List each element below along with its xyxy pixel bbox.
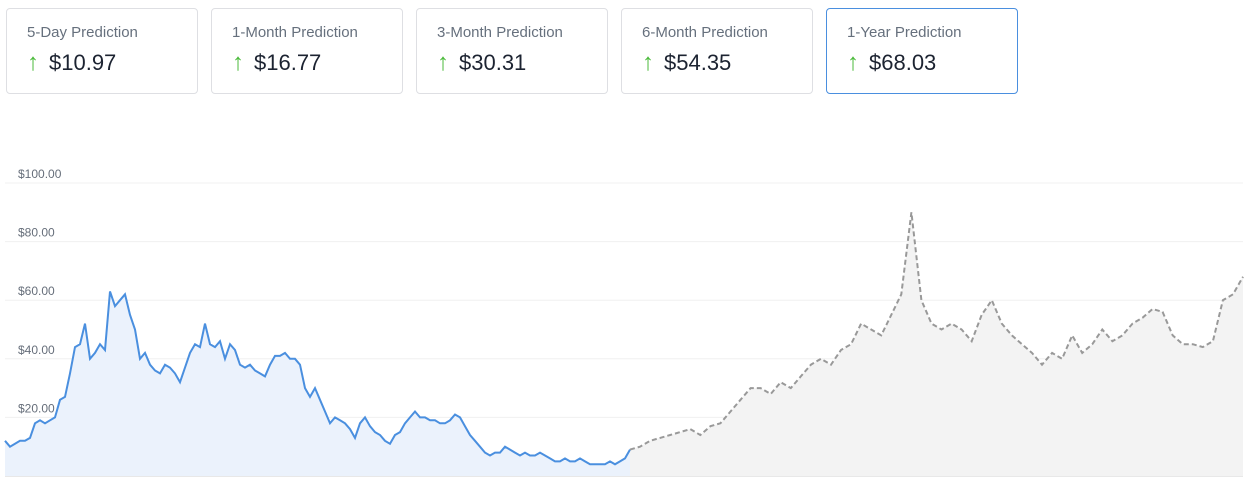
card-label: 3-Month Prediction bbox=[437, 24, 563, 41]
card-label: 6-Month Prediction bbox=[642, 24, 768, 41]
historical-area bbox=[5, 291, 630, 476]
y-tick-label: $40.00 bbox=[18, 343, 55, 357]
price-chart: $0.00$20.00$40.00$60.00$80.00$100.00 bbox=[4, 167, 1244, 477]
card-value: $54.35 bbox=[664, 50, 732, 75]
historical-line bbox=[4, 291, 631, 466]
prediction-card[interactable]: 1-Year Prediction ↑ $68.03 bbox=[826, 8, 1018, 94]
forecast-area bbox=[630, 212, 1243, 477]
card-value: $68.03 bbox=[869, 50, 937, 75]
y-tick-label: $80.00 bbox=[18, 226, 55, 240]
prediction-card[interactable]: 3-Month Prediction ↑ $30.31 bbox=[416, 8, 608, 94]
card-value: $10.97 bbox=[49, 50, 117, 75]
prediction-cards: 5-Day Prediction ↑ $10.97 1-Month Predicti… bbox=[6, 8, 1018, 94]
prediction-card[interactable]: 6-Month Prediction ↑ $54.35 bbox=[621, 8, 813, 94]
card-label: 1-Month Prediction bbox=[232, 24, 358, 41]
prediction-card[interactable]: 5-Day Prediction ↑ $10.97 bbox=[6, 8, 198, 94]
arrow-up-icon: ↑ bbox=[232, 49, 244, 76]
y-tick-label: $100.00 bbox=[18, 167, 62, 181]
card-label: 1-Year Prediction bbox=[847, 24, 962, 41]
y-tick-label: $60.00 bbox=[18, 284, 55, 298]
arrow-up-icon: ↑ bbox=[642, 49, 654, 76]
arrow-up-icon: ↑ bbox=[847, 49, 859, 76]
y-tick-label: $20.00 bbox=[18, 401, 55, 415]
arrow-up-icon: ↑ bbox=[437, 49, 449, 76]
card-value: $30.31 bbox=[459, 50, 527, 75]
forecast-line bbox=[629, 212, 1244, 451]
prediction-card[interactable]: 1-Month Prediction ↑ $16.77 bbox=[211, 8, 403, 94]
card-value: $16.77 bbox=[254, 50, 322, 75]
arrow-up-icon: ↑ bbox=[27, 49, 39, 76]
card-label: 5-Day Prediction bbox=[27, 24, 138, 41]
